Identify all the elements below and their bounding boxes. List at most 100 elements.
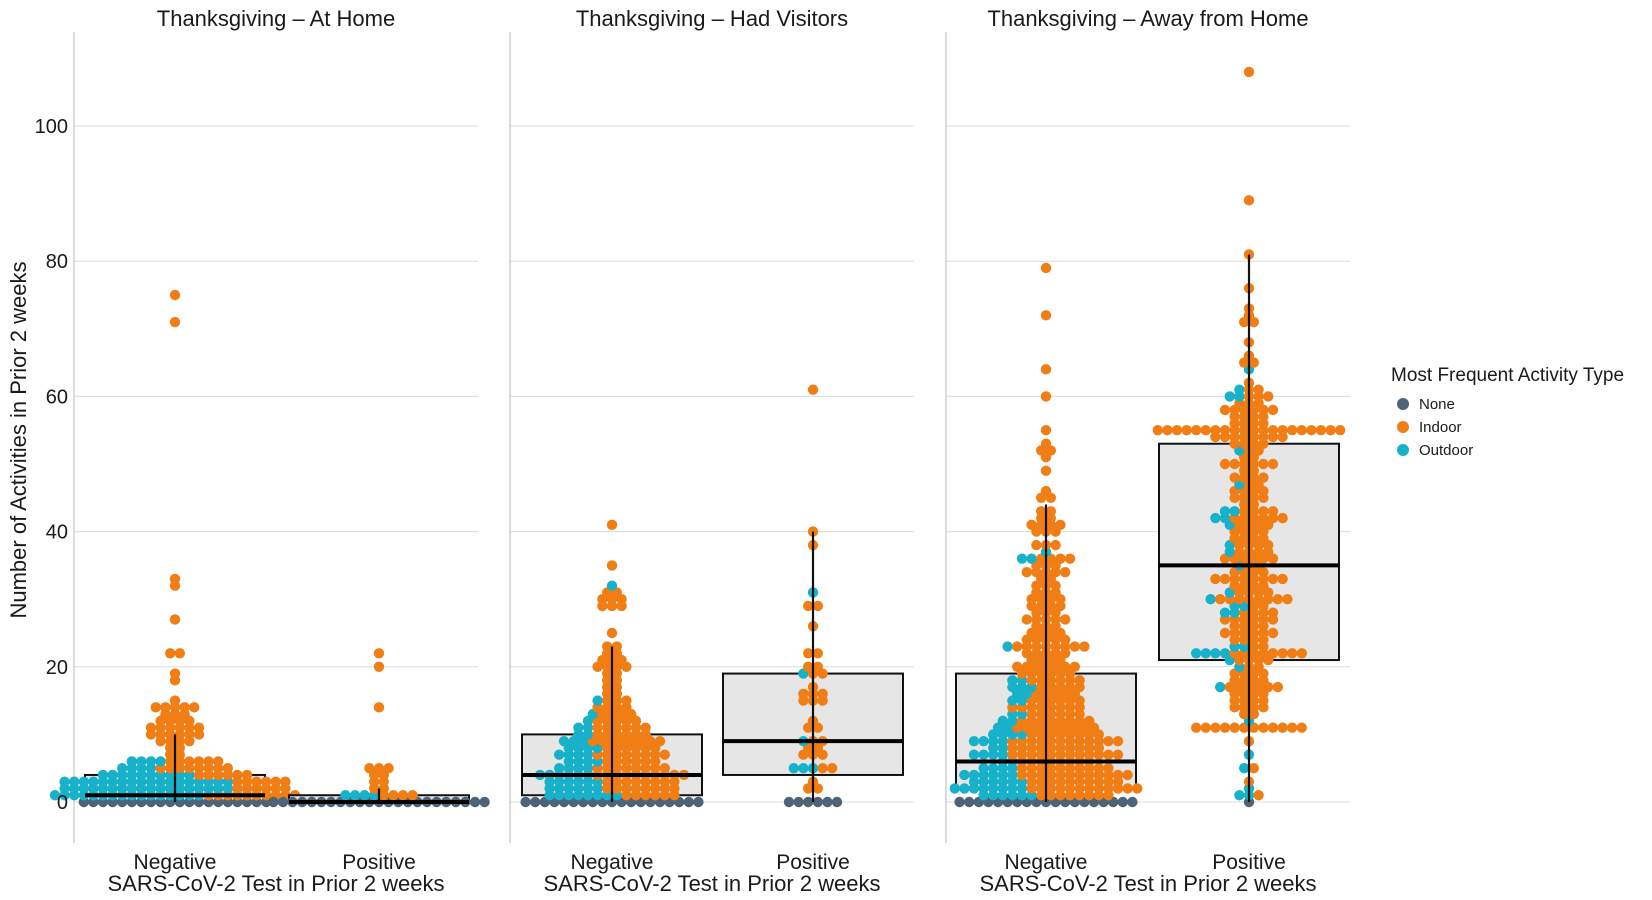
point-indoor-thanksgiving-away-from-home-negative (1040, 391, 1052, 402)
point-indoor-thanksgiving-away-from-home-positive (1200, 425, 1212, 436)
point-indoor-thanksgiving-away-from-home-positive (1258, 472, 1269, 483)
point-indoor-thanksgiving-away-from-home-negative (1045, 506, 1057, 517)
point-indoor-thanksgiving-away-from-home-positive (1263, 391, 1274, 402)
point-indoor-thanksgiving-away-from-home-positive (1287, 722, 1298, 733)
point-outdoor-thanksgiving-away-from-home-negative (978, 735, 989, 747)
panels-layer: Thanksgiving – At Home SARS-CoV-2 Test in… (35, 6, 1350, 896)
point-outdoor-thanksgiving-had-visitors-positive (798, 763, 809, 774)
point-indoor-thanksgiving-at-home-positive (364, 763, 375, 774)
point-none-thanksgiving-at-home-positive (469, 796, 481, 808)
point-outdoor-thanksgiving-away-from-home-positive (1210, 648, 1221, 659)
point-indoor-thanksgiving-had-visitors-positive (803, 600, 814, 612)
point-indoor-thanksgiving-away-from-home-positive (1296, 425, 1308, 436)
point-none-thanksgiving-had-visitors-positive (793, 796, 804, 808)
legend: Most Frequent Activity Type None Indoor Ou… (1391, 365, 1624, 459)
points-thanksgiving-away-from-home-negative (949, 262, 1143, 808)
point-indoor-thanksgiving-away-from-home-positive (1219, 425, 1231, 436)
panel-title-2: Thanksgiving – Had Visitors (576, 6, 848, 31)
x-tick-label-thanksgiving-had-visitors-positive: Positive (776, 851, 850, 874)
point-indoor-thanksgiving-away-from-home-negative (1055, 519, 1066, 531)
point-indoor-thanksgiving-away-from-home-positive (1272, 594, 1284, 605)
point-indoor-thanksgiving-had-visitors-negative (654, 735, 666, 747)
point-indoor-thanksgiving-had-visitors-positive (812, 661, 823, 672)
point-indoor-thanksgiving-away-from-home-negative (1084, 715, 1095, 727)
point-outdoor-thanksgiving-away-from-home-negative (988, 763, 999, 774)
point-indoor-thanksgiving-at-home-negative (174, 648, 185, 659)
point-none-thanksgiving-at-home-positive (277, 796, 289, 808)
point-outdoor-thanksgiving-at-home-positive (349, 790, 361, 801)
point-indoor-thanksgiving-at-home-negative (169, 695, 181, 706)
point-indoor-thanksgiving-away-from-home-positive (1306, 425, 1317, 436)
point-indoor-thanksgiving-away-from-home-positive (1258, 722, 1269, 733)
point-indoor-thanksgiving-at-home-negative (169, 573, 181, 585)
point-indoor-thanksgiving-at-home-negative (169, 316, 181, 328)
point-none-thanksgiving-away-from-home-negative (1117, 796, 1129, 808)
point-none-thanksgiving-away-from-home-negative (954, 796, 965, 808)
point-indoor-thanksgiving-had-visitors-positive (827, 763, 838, 774)
point-indoor-thanksgiving-away-from-home-positive (1282, 594, 1293, 605)
point-indoor-thanksgiving-had-visitors-positive (817, 763, 828, 774)
point-indoor-thanksgiving-at-home-negative (193, 722, 205, 733)
point-indoor-thanksgiving-away-from-home-positive (1277, 648, 1288, 659)
point-indoor-thanksgiving-away-from-home-negative (1074, 675, 1085, 686)
point-indoor-thanksgiving-had-visitors-positive (803, 661, 814, 672)
point-indoor-thanksgiving-away-from-home-positive (1267, 722, 1279, 733)
point-indoor-thanksgiving-away-from-home-positive (1229, 458, 1240, 470)
point-outdoor-thanksgiving-at-home-negative (97, 769, 109, 781)
legend-swatch-outdoor (1397, 444, 1409, 456)
point-indoor-thanksgiving-away-from-home-negative (1122, 783, 1133, 794)
panel-1: Thanksgiving – At Home SARS-CoV-2 Test in… (49, 6, 490, 896)
point-outdoor-thanksgiving-had-visitors-negative (554, 763, 565, 774)
point-outdoor-thanksgiving-away-from-home-positive (1239, 763, 1250, 774)
point-outdoor-thanksgiving-away-from-home-negative (1002, 641, 1013, 652)
point-indoor-thanksgiving-away-from-home-positive (1210, 722, 1221, 733)
point-outdoor-thanksgiving-away-from-home-negative (1007, 675, 1018, 686)
point-indoor-thanksgiving-at-home-negative (232, 769, 243, 781)
points-thanksgiving-at-home-positive (268, 648, 490, 808)
point-outdoor-thanksgiving-had-visitors-negative (554, 749, 565, 760)
point-indoor-thanksgiving-away-from-home-negative (1012, 641, 1023, 652)
point-indoor-thanksgiving-had-visitors-negative (640, 722, 651, 733)
point-outdoor-thanksgiving-away-from-home-positive (1210, 512, 1221, 524)
y-tick-label-40: 40 (46, 522, 68, 544)
point-indoor-thanksgiving-at-home-positive (373, 702, 385, 713)
points-thanksgiving-away-from-home-positive (1152, 66, 1346, 808)
point-outdoor-thanksgiving-away-from-home-negative (968, 769, 980, 781)
point-indoor-thanksgiving-away-from-home-negative (1069, 661, 1081, 672)
point-indoor-thanksgiving-at-home-negative (169, 614, 181, 625)
point-indoor-thanksgiving-at-home-negative (169, 668, 181, 679)
point-outdoor-thanksgiving-away-from-home-negative (959, 769, 970, 781)
point-indoor-thanksgiving-away-from-home-positive (1253, 384, 1264, 395)
point-indoor-thanksgiving-at-home-negative (280, 776, 291, 787)
point-none-thanksgiving-away-from-home-negative (1127, 796, 1138, 808)
point-indoor-thanksgiving-away-from-home-negative (1040, 465, 1052, 476)
point-indoor-thanksgiving-away-from-home-positive (1325, 425, 1336, 436)
point-indoor-thanksgiving-away-from-home-positive (1267, 404, 1279, 416)
point-indoor-thanksgiving-away-from-home-negative (1040, 364, 1052, 375)
point-outdoor-thanksgiving-away-from-home-negative (968, 735, 980, 747)
panel-3: Thanksgiving – Away from Home SARS-CoV-2 … (945, 6, 1350, 896)
point-indoor-thanksgiving-away-from-home-positive (1152, 425, 1164, 436)
point-outdoor-thanksgiving-away-from-home-negative (978, 749, 989, 760)
point-indoor-thanksgiving-away-from-home-positive (1267, 607, 1279, 618)
point-indoor-thanksgiving-away-from-home-negative (1012, 661, 1023, 672)
point-outdoor-thanksgiving-at-home-negative (88, 776, 99, 787)
point-indoor-thanksgiving-away-from-home-negative (1040, 310, 1052, 321)
point-indoor-thanksgiving-had-visitors-negative (659, 749, 670, 760)
x-tick-label-thanksgiving-away-from-home-positive: Positive (1212, 851, 1286, 874)
points-thanksgiving-had-visitors-positive (783, 384, 843, 808)
point-indoor-thanksgiving-at-home-negative (193, 756, 205, 767)
point-none-thanksgiving-had-visitors-positive (812, 796, 823, 808)
point-indoor-thanksgiving-away-from-home-negative (1112, 735, 1124, 747)
point-indoor-thanksgiving-away-from-home-positive (1210, 425, 1221, 436)
point-indoor-thanksgiving-away-from-home-negative (1112, 749, 1124, 760)
point-indoor-thanksgiving-away-from-home-negative (1040, 262, 1052, 274)
point-outdoor-thanksgiving-away-from-home-negative (949, 783, 960, 794)
point-indoor-thanksgiving-at-home-negative (145, 722, 157, 733)
point-outdoor-thanksgiving-away-from-home-positive (1215, 681, 1226, 693)
point-indoor-thanksgiving-had-visitors-negative (606, 560, 618, 571)
point-indoor-thanksgiving-away-from-home-negative (1079, 641, 1090, 652)
point-outdoor-thanksgiving-at-home-positive (340, 790, 351, 801)
point-outdoor-thanksgiving-away-from-home-positive (1234, 790, 1245, 801)
legend-title: Most Frequent Activity Type (1391, 365, 1624, 386)
